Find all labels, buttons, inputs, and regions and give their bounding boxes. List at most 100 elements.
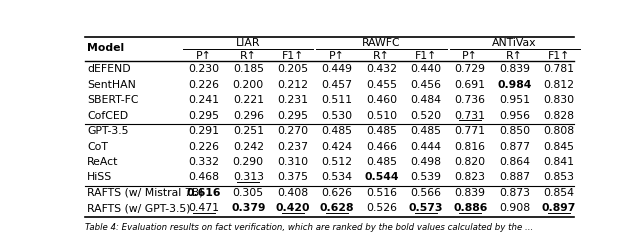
- Text: 0.736: 0.736: [455, 95, 486, 105]
- Text: 0.242: 0.242: [233, 142, 264, 152]
- Text: 0.808: 0.808: [543, 126, 575, 136]
- Text: 0.484: 0.484: [410, 95, 442, 105]
- Text: 0.877: 0.877: [499, 142, 530, 152]
- Text: 0.956: 0.956: [499, 110, 530, 121]
- Text: 0.839: 0.839: [499, 64, 530, 74]
- Text: 0.295: 0.295: [277, 110, 308, 121]
- Text: Model: Model: [87, 43, 124, 53]
- Text: 0.212: 0.212: [277, 80, 308, 90]
- Text: 0.951: 0.951: [499, 95, 530, 105]
- Text: HiSS: HiSS: [87, 172, 112, 183]
- Text: 0.237: 0.237: [277, 142, 308, 152]
- Text: R↑: R↑: [506, 51, 523, 61]
- Text: P↑: P↑: [462, 51, 478, 61]
- Text: 0.534: 0.534: [321, 172, 353, 183]
- Text: 0.828: 0.828: [543, 110, 575, 121]
- Text: 0.226: 0.226: [188, 142, 220, 152]
- Text: 0.539: 0.539: [410, 172, 442, 183]
- Text: 0.731: 0.731: [455, 110, 486, 121]
- Text: 0.839: 0.839: [455, 188, 486, 198]
- Text: F1↑: F1↑: [415, 51, 437, 61]
- Text: SentHAN: SentHAN: [87, 80, 136, 90]
- Text: 0.444: 0.444: [410, 142, 442, 152]
- Text: 0.270: 0.270: [277, 126, 308, 136]
- Text: 0.420: 0.420: [275, 203, 310, 213]
- Text: 0.691: 0.691: [455, 80, 486, 90]
- Text: 0.823: 0.823: [455, 172, 486, 183]
- Text: 0.485: 0.485: [410, 126, 442, 136]
- Text: 0.820: 0.820: [454, 157, 486, 167]
- Text: 0.457: 0.457: [321, 80, 353, 90]
- Text: ANTiVax: ANTiVax: [492, 38, 537, 48]
- Text: 0.432: 0.432: [366, 64, 397, 74]
- Text: 0.845: 0.845: [543, 142, 575, 152]
- Text: 0.812: 0.812: [543, 80, 575, 90]
- Text: 0.511: 0.511: [321, 95, 353, 105]
- Text: 0.854: 0.854: [543, 188, 575, 198]
- Text: 0.460: 0.460: [366, 95, 397, 105]
- Text: RAFTS (w/ GPT-3.5): RAFTS (w/ GPT-3.5): [87, 203, 191, 213]
- Text: 0.526: 0.526: [366, 203, 397, 213]
- Text: RAFTS (w/ Mistral 7B): RAFTS (w/ Mistral 7B): [87, 188, 204, 198]
- Text: 0.781: 0.781: [543, 64, 575, 74]
- Text: 0.251: 0.251: [233, 126, 264, 136]
- Text: 0.512: 0.512: [321, 157, 353, 167]
- Text: 0.510: 0.510: [366, 110, 397, 121]
- Text: dEFEND: dEFEND: [87, 64, 131, 74]
- Text: 0.544: 0.544: [364, 172, 399, 183]
- Text: 0.296: 0.296: [233, 110, 264, 121]
- Text: 0.853: 0.853: [543, 172, 575, 183]
- Text: 0.771: 0.771: [455, 126, 486, 136]
- Text: R↑: R↑: [240, 51, 257, 61]
- Text: 0.291: 0.291: [188, 126, 220, 136]
- Text: 0.230: 0.230: [188, 64, 220, 74]
- Text: 0.841: 0.841: [543, 157, 575, 167]
- Text: 0.424: 0.424: [321, 142, 353, 152]
- Text: 0.628: 0.628: [320, 203, 355, 213]
- Text: 0.516: 0.516: [366, 188, 397, 198]
- Text: 0.375: 0.375: [277, 172, 308, 183]
- Text: 0.864: 0.864: [499, 157, 530, 167]
- Text: 0.241: 0.241: [188, 95, 220, 105]
- Text: 0.616: 0.616: [187, 188, 221, 198]
- Text: 0.850: 0.850: [499, 126, 530, 136]
- Text: 0.908: 0.908: [499, 203, 530, 213]
- Text: 0.566: 0.566: [410, 188, 442, 198]
- Text: 0.332: 0.332: [188, 157, 220, 167]
- Text: ReAct: ReAct: [87, 157, 118, 167]
- Text: 0.456: 0.456: [410, 80, 442, 90]
- Text: 0.471: 0.471: [188, 203, 220, 213]
- Text: RAWFC: RAWFC: [362, 38, 401, 48]
- Text: 0.408: 0.408: [277, 188, 308, 198]
- Text: 0.455: 0.455: [366, 80, 397, 90]
- Text: 0.498: 0.498: [410, 157, 442, 167]
- Text: 0.466: 0.466: [366, 142, 397, 152]
- Text: P↑: P↑: [329, 51, 345, 61]
- Text: Table 4: Evaluation results on fact verification, which are ranked by the bold v: Table 4: Evaluation results on fact veri…: [85, 223, 533, 232]
- Text: 0.887: 0.887: [499, 172, 530, 183]
- Text: 0.873: 0.873: [499, 188, 530, 198]
- Text: P↑: P↑: [196, 51, 212, 61]
- Text: 0.485: 0.485: [321, 126, 353, 136]
- Text: 0.897: 0.897: [542, 203, 576, 213]
- Text: 0.313: 0.313: [233, 172, 264, 183]
- Text: 0.231: 0.231: [277, 95, 308, 105]
- Text: 0.379: 0.379: [231, 203, 266, 213]
- Text: 0.185: 0.185: [233, 64, 264, 74]
- Text: R↑: R↑: [373, 51, 390, 61]
- Text: LIAR: LIAR: [236, 38, 260, 48]
- Text: 0.520: 0.520: [410, 110, 442, 121]
- Text: CoT: CoT: [87, 142, 108, 152]
- Text: 0.886: 0.886: [453, 203, 488, 213]
- Text: GPT-3.5: GPT-3.5: [87, 126, 129, 136]
- Text: 0.626: 0.626: [321, 188, 353, 198]
- Text: SBERT-FC: SBERT-FC: [87, 95, 138, 105]
- Text: 0.290: 0.290: [233, 157, 264, 167]
- Text: 0.221: 0.221: [233, 95, 264, 105]
- Text: 0.816: 0.816: [455, 142, 486, 152]
- Text: 0.485: 0.485: [366, 126, 397, 136]
- Text: F1↑: F1↑: [548, 51, 570, 61]
- Text: 0.449: 0.449: [321, 64, 353, 74]
- Text: 0.226: 0.226: [188, 80, 220, 90]
- Text: CofCED: CofCED: [87, 110, 128, 121]
